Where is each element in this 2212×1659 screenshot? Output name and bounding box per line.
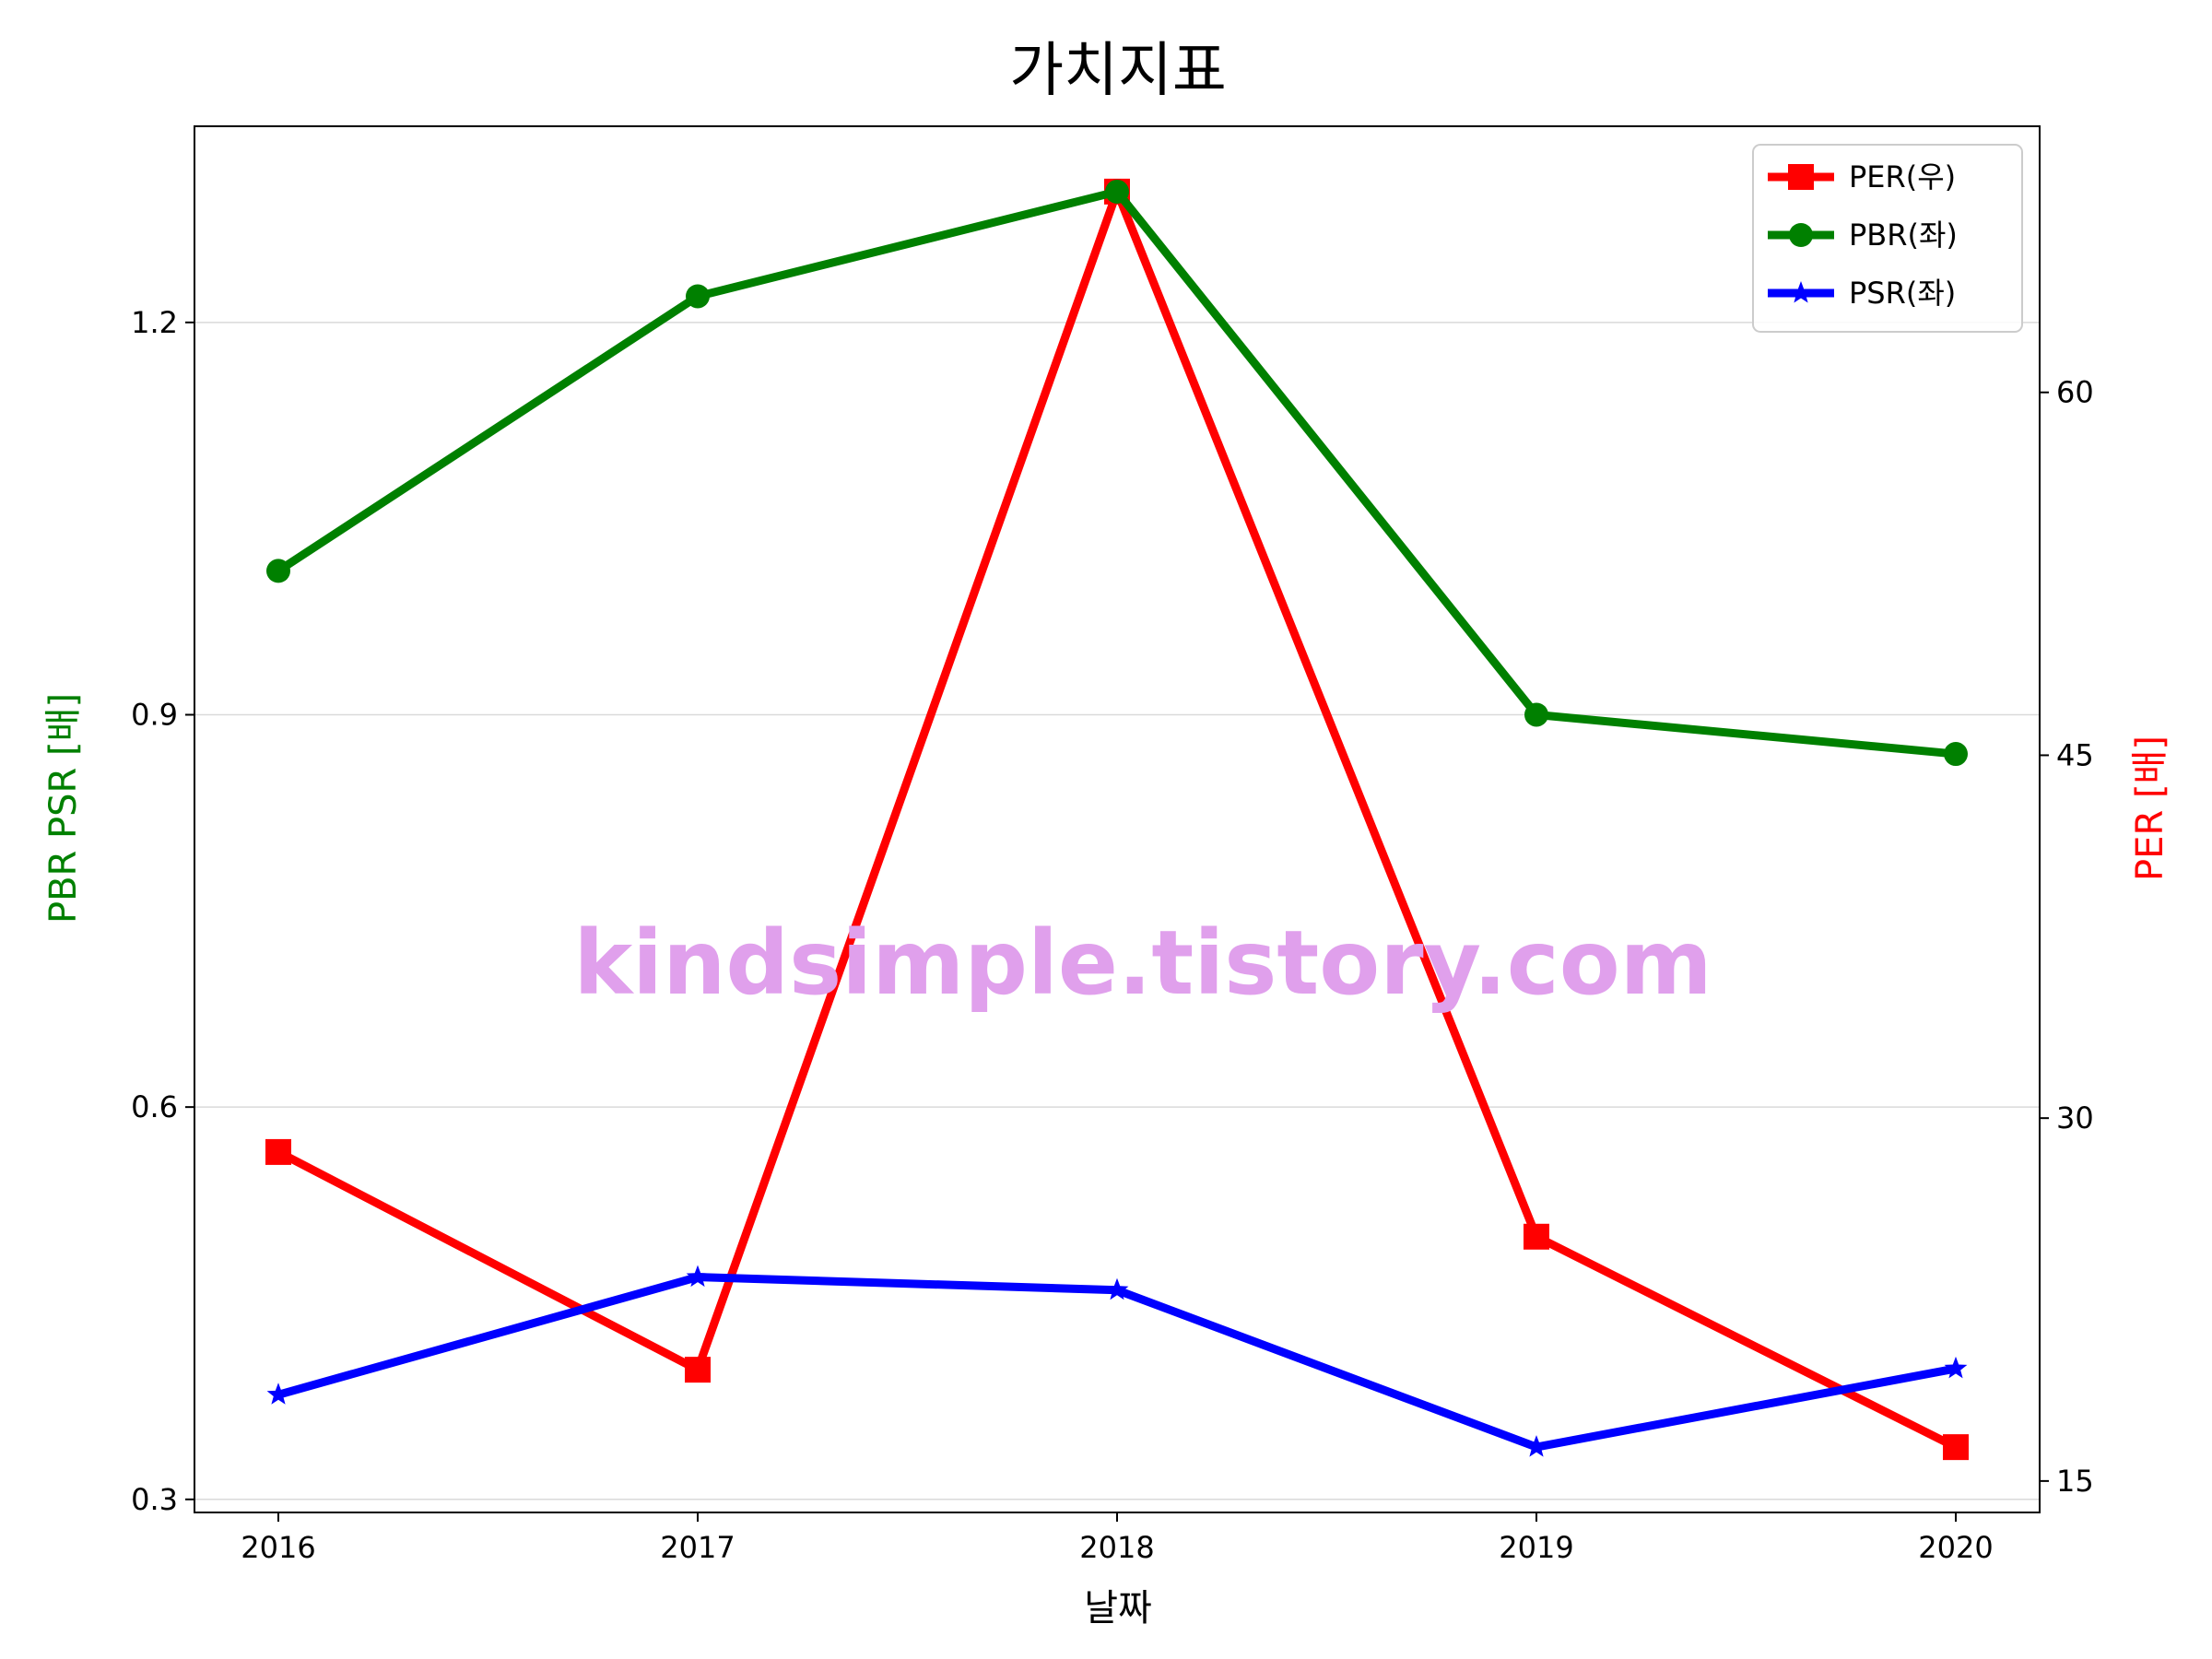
plot-series [265,178,1969,1461]
x-tick-label: 2020 [1918,1530,1993,1565]
x-tick-label: 2017 [660,1530,735,1565]
pbr-point [1524,702,1548,727]
grid-lines [194,322,2040,1500]
legend-marker-psr [1789,281,1813,303]
pbr-series [266,179,1968,767]
x-tick-label: 2019 [1499,1530,1573,1565]
pbr-point [1105,179,1129,204]
legend-marker-per [1788,164,1814,190]
legend-marker-pbr [1789,223,1813,247]
psr-point [266,1382,290,1405]
pbr-point [1944,742,1968,767]
psr-point [686,1265,710,1288]
left-y-tick-label: 0.9 [131,697,178,732]
left-y-tick-label: 0.3 [131,1482,178,1517]
right-y-axis: 15 30 45 60 [2040,375,2094,1499]
right-y-tick-label: 45 [2056,737,2094,772]
legend-label-per: PER(우) [1849,159,1956,194]
x-tick-label: 2016 [241,1530,315,1565]
legend-label-pbr: PBR(좌) [1849,218,1958,253]
psr-series [266,1265,1968,1457]
per-point [265,1138,291,1165]
x-tick-label: 2018 [1079,1530,1154,1565]
right-y-axis-label: PER [배] [2129,735,2171,881]
per-point [1524,1223,1549,1250]
x-axis-label: 날짜 [1084,1587,1152,1630]
pbr-point [686,284,710,309]
watermark-text: kindsimple.tistory.com [573,912,1712,1015]
x-axis: 2016 2017 2018 2019 2020 [241,1512,1994,1565]
left-y-axis-label: PBR PSR [배] [42,693,85,924]
left-y-tick-label: 1.2 [131,305,178,340]
right-y-tick-label: 30 [2056,1100,2094,1135]
chart-title: 가치지표 [1009,37,1227,105]
legend-label-psr: PSR(좌) [1849,276,1956,311]
per-point [1943,1434,1969,1461]
psr-point [1944,1356,1968,1379]
per-point [685,1357,711,1383]
legend-box [1752,144,2023,333]
right-y-tick-label: 15 [2056,1464,2094,1499]
pbr-point [266,559,290,583]
right-y-tick-label: 60 [2056,375,2094,410]
left-y-tick-label: 0.6 [131,1089,178,1124]
left-y-axis: 0.3 0.6 0.9 1.2 [131,305,194,1517]
psr-point [1524,1435,1548,1457]
legend: PER(우) PBR(좌) PSR(좌) [1752,144,2023,333]
psr-point [1105,1277,1129,1300]
